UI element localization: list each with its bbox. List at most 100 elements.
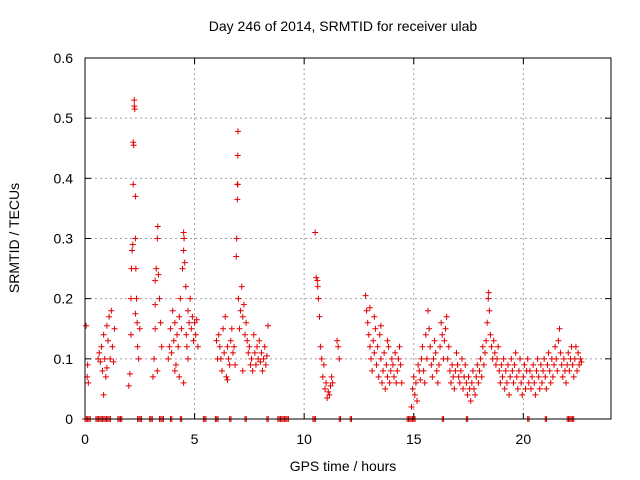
data-point bbox=[168, 349, 175, 356]
y-tick-label: 0.6 bbox=[54, 50, 74, 66]
data-point bbox=[192, 331, 199, 338]
data-point bbox=[239, 367, 246, 374]
data-point bbox=[107, 355, 114, 362]
data-point bbox=[131, 97, 138, 104]
data-point bbox=[510, 379, 517, 386]
data-point bbox=[234, 152, 241, 159]
data-point bbox=[155, 271, 162, 278]
data-point bbox=[498, 361, 505, 368]
data-point bbox=[377, 355, 384, 362]
data-point bbox=[371, 349, 378, 356]
data-point bbox=[394, 367, 401, 374]
y-tick-label: 0.1 bbox=[54, 351, 74, 367]
data-point bbox=[83, 322, 90, 329]
data-point bbox=[443, 313, 450, 320]
data-point bbox=[177, 295, 184, 302]
data-point bbox=[222, 313, 229, 320]
data-point bbox=[249, 367, 256, 374]
data-point bbox=[428, 361, 435, 368]
data-point bbox=[490, 337, 497, 344]
data-point bbox=[250, 331, 257, 338]
data-point bbox=[187, 295, 194, 302]
data-point bbox=[382, 385, 389, 392]
data-point bbox=[215, 331, 222, 338]
data-point bbox=[231, 343, 238, 350]
data-point bbox=[232, 361, 239, 368]
data-point bbox=[495, 343, 502, 350]
data-point bbox=[154, 235, 161, 242]
data-point bbox=[525, 379, 532, 386]
data-point bbox=[432, 349, 439, 356]
data-point bbox=[460, 385, 467, 392]
data-point bbox=[540, 367, 547, 374]
data-point bbox=[371, 313, 378, 320]
data-point bbox=[499, 373, 506, 380]
data-point bbox=[157, 319, 164, 326]
data-point bbox=[265, 322, 272, 329]
y-axis-label: SRMTID / TECUs bbox=[6, 183, 22, 293]
data-point bbox=[109, 343, 116, 350]
data-point bbox=[321, 385, 328, 392]
data-point bbox=[412, 379, 419, 386]
x-tick-label: 20 bbox=[516, 431, 532, 447]
data-point bbox=[169, 307, 176, 314]
data-point bbox=[364, 319, 371, 326]
data-point bbox=[449, 361, 456, 368]
data-point bbox=[154, 223, 161, 230]
data-point bbox=[556, 325, 563, 332]
data-point bbox=[319, 373, 326, 380]
data-point bbox=[513, 373, 520, 380]
data-point bbox=[224, 343, 231, 350]
data-point bbox=[176, 373, 183, 380]
data-point bbox=[552, 343, 559, 350]
data-point bbox=[575, 349, 582, 356]
data-point bbox=[336, 355, 343, 362]
y-tick-label: 0.4 bbox=[54, 170, 74, 186]
data-point bbox=[324, 394, 331, 401]
data-point bbox=[235, 295, 242, 302]
data-point bbox=[475, 379, 482, 386]
data-point bbox=[181, 235, 188, 242]
data-point bbox=[167, 325, 174, 332]
data-point bbox=[134, 319, 141, 326]
data-point bbox=[389, 361, 396, 368]
data-point bbox=[376, 331, 383, 338]
data-point bbox=[533, 367, 540, 374]
data-point bbox=[409, 385, 416, 392]
data-point bbox=[522, 385, 529, 392]
data-point bbox=[136, 325, 143, 332]
data-point bbox=[252, 361, 259, 368]
data-point bbox=[507, 373, 514, 380]
data-point bbox=[368, 355, 375, 362]
data-point bbox=[458, 355, 465, 362]
data-point bbox=[574, 367, 581, 374]
data-point bbox=[154, 367, 161, 374]
data-point bbox=[478, 373, 485, 380]
data-point bbox=[218, 367, 225, 374]
data-point bbox=[450, 373, 457, 380]
data-point bbox=[243, 319, 250, 326]
data-point bbox=[377, 322, 384, 329]
data-point bbox=[411, 391, 418, 398]
data-point bbox=[410, 373, 417, 380]
data-point bbox=[325, 388, 332, 395]
x-tick-label: 15 bbox=[406, 431, 422, 447]
data-point bbox=[565, 349, 572, 356]
data-point bbox=[370, 337, 377, 344]
data-point bbox=[366, 304, 373, 311]
data-point bbox=[430, 355, 437, 362]
data-point bbox=[473, 373, 480, 380]
data-point bbox=[431, 337, 438, 344]
data-point bbox=[421, 379, 428, 386]
data-point bbox=[535, 373, 542, 380]
data-point bbox=[577, 355, 584, 362]
data-point bbox=[480, 361, 487, 368]
data-point bbox=[152, 301, 159, 308]
data-point bbox=[444, 355, 451, 362]
data-point bbox=[362, 292, 369, 299]
data-point bbox=[174, 331, 181, 338]
data-point bbox=[465, 373, 472, 380]
data-point bbox=[528, 385, 535, 392]
data-point bbox=[314, 283, 321, 290]
